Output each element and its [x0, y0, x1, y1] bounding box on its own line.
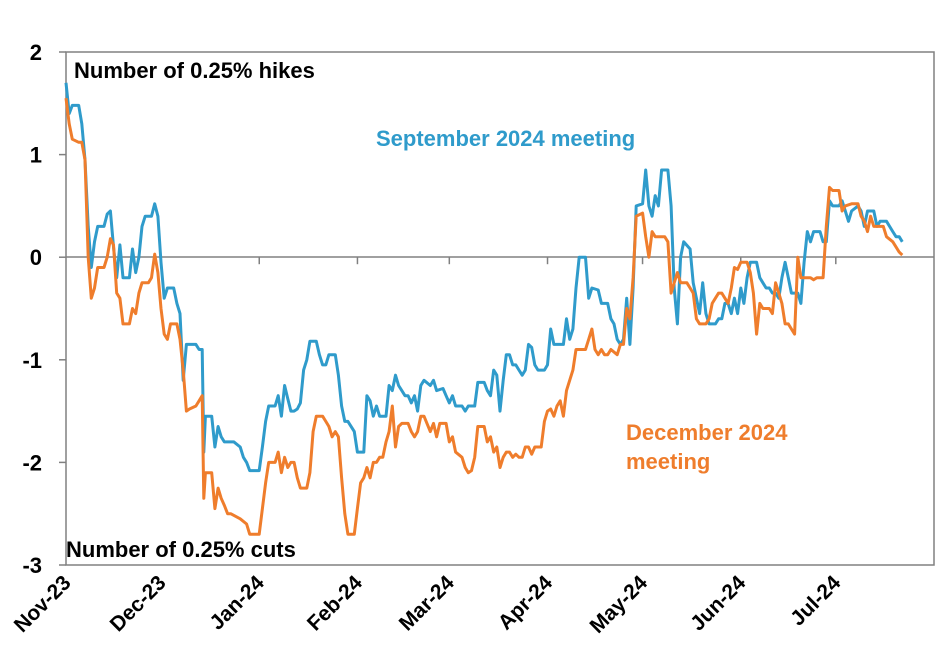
x-tick-label: Nov-23: [10, 571, 76, 637]
y-tick-label: -1: [22, 348, 42, 373]
series-label-december-line: meeting: [626, 449, 710, 474]
y-axis: 2 1 0 -1 -2 -3: [22, 40, 66, 578]
series-line-september: [64, 82, 904, 473]
plot-area: [65, 51, 935, 566]
annotation-cuts: Number of 0.25% cuts: [66, 537, 296, 562]
x-tick-label: Mar-24: [395, 571, 459, 635]
y-tick-label: 2: [30, 40, 42, 65]
x-tick-label: Jan-24: [205, 571, 269, 635]
series-label-december: December 2024 meeting: [626, 420, 788, 474]
y-tick-label: -3: [22, 553, 42, 578]
series-lines: [64, 82, 904, 536]
series-line-december: [64, 98, 904, 536]
y-tick-label: 0: [30, 245, 42, 270]
x-tick-label: Feb-24: [303, 571, 367, 635]
y-tick-label: -2: [22, 450, 42, 475]
x-tick-label: Jul-24: [786, 571, 845, 630]
y-tick-label: 1: [30, 143, 42, 168]
annotation-hikes: Number of 0.25% hikes: [74, 58, 315, 83]
series-label-september: September 2024 meeting: [376, 126, 635, 151]
x-tick-label: Jun-24: [686, 571, 750, 635]
x-tick-label: May-24: [585, 571, 652, 638]
x-tick-label: Apr-24: [494, 571, 558, 635]
series-label-december-line: December 2024: [626, 420, 788, 445]
x-tick-label: Dec-23: [106, 571, 171, 636]
